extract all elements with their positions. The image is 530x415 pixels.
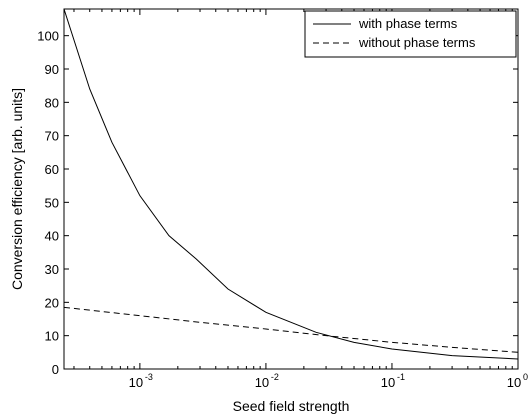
x-tick-label: 10 — [255, 375, 269, 390]
x-axis: 10 -3 10 -2 10 -1 10 0 — [73, 9, 528, 390]
x-tick-label: 10 — [381, 375, 395, 390]
y-axis: 0 10 20 30 40 50 60 70 80 90 100 — [37, 29, 518, 377]
x-axis-label: Seed field strength — [233, 398, 350, 414]
y-tick-label: 20 — [45, 295, 59, 310]
y-tick-label: 80 — [45, 95, 59, 110]
plot-area — [63, 8, 519, 370]
x-tick-exponent: -1 — [397, 372, 405, 382]
x-tick-label: 10 — [507, 375, 521, 390]
y-tick-label: 0 — [52, 362, 59, 377]
series-line-without-phase-terms — [64, 306, 518, 353]
series-line-with-phase-terms — [64, 9, 518, 360]
y-tick-label: 70 — [45, 129, 59, 144]
x-tick-exponent: -2 — [271, 372, 279, 382]
legend-label-with-phase-terms: with phase terms — [358, 16, 458, 31]
y-tick-label: 30 — [45, 262, 59, 277]
legend: with phase terms without phase terms — [304, 10, 517, 58]
y-tick-label: 100 — [37, 29, 59, 44]
series-layer — [64, 9, 518, 360]
legend-label-without-phase-terms: without phase terms — [358, 35, 476, 50]
y-tick-label: 40 — [45, 229, 59, 244]
y-tick-label: 10 — [45, 329, 59, 344]
y-axis-label: Conversion efficiency [arb. units] — [9, 88, 25, 290]
y-tick-label: 90 — [45, 62, 59, 77]
x-tick-exponent: -3 — [145, 372, 153, 382]
legend-box — [304, 10, 517, 58]
x-tick-exponent: 0 — [523, 372, 528, 382]
y-tick-label: 50 — [45, 195, 59, 210]
y-tick-label: 60 — [45, 162, 59, 177]
x-tick-label: 10 — [129, 375, 143, 390]
